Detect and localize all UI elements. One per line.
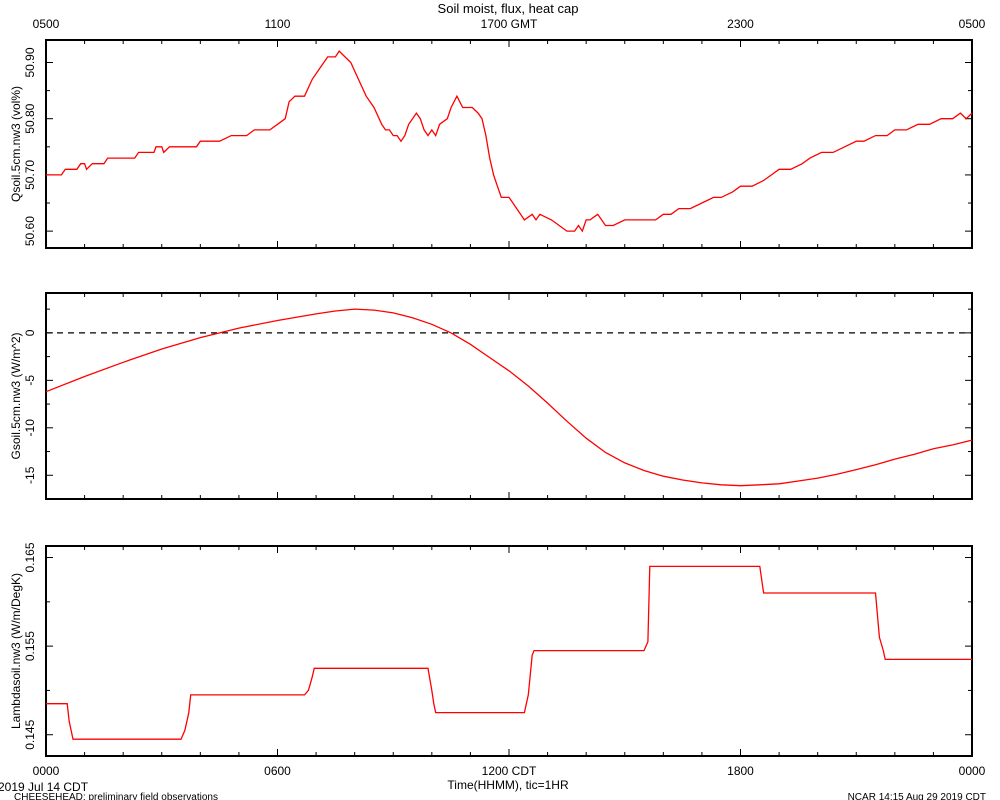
top-tick-label: 1700 GMT (481, 17, 538, 31)
bottom-tick-label: 1800 (727, 764, 754, 778)
y-tick-label: -15 (23, 466, 37, 484)
series-line (46, 50, 973, 233)
y-tick-label: 50.70 (23, 160, 37, 190)
y-tick-label: 0.165 (23, 542, 37, 572)
bottom-tick-label: 0600 (264, 764, 291, 778)
bottom-tick-label: 1200 CDT (482, 764, 537, 778)
series-line (46, 565, 972, 740)
top-tick-label: 2300 (727, 17, 754, 31)
top-time-axis: 0500 1100 1700 GMT 2300 0500 (33, 17, 986, 31)
y-axis-label: Qsoil.5cm.nw3 (vol%) (9, 86, 23, 202)
y-tick-label: 0 (23, 329, 37, 336)
y-tick-label: 50.90 (23, 47, 37, 77)
y-tick-label: -5 (23, 375, 37, 386)
y-axis-label: Gsoil.5cm.nw3 (W/m^2) (9, 333, 23, 460)
y-tick-label: 50.80 (23, 103, 37, 133)
top-tick-label: 1100 (265, 17, 291, 31)
y-tick-label: 50.60 (23, 216, 37, 246)
chart-title: Soil moist, flux, heat cap (438, 1, 579, 16)
footer-generated: NCAR 14:15 Aug 29 2019 CDT (848, 792, 986, 800)
plot-frame (45, 39, 973, 249)
series-line (45, 308, 973, 487)
y-tick-label: 0.155 (23, 631, 37, 661)
bottom-tick-label: 0000 (959, 764, 986, 778)
top-tick-label: 0500 (959, 17, 986, 31)
y-axis-label: Lambdasoil.nw3 (W/m/DegK) (9, 573, 23, 729)
footer-date: 2019 Jul 14 CDT (0, 780, 89, 794)
plot-frame (45, 545, 973, 757)
x-axis-label: Time(HHMM), tic=1HR (447, 778, 569, 792)
footer-project: CHEESEHEAD: preliminary field observatio… (14, 792, 218, 800)
plot-frame (45, 292, 973, 500)
bottom-tick-label: 0000 (33, 764, 60, 778)
bottom-time-axis: 0000 0600 1200 CDT 1800 0000 (33, 764, 986, 778)
y-tick-label: 0.145 (23, 719, 37, 749)
y-tick-label: -10 (23, 419, 37, 437)
top-tick-label: 0500 (33, 17, 60, 31)
